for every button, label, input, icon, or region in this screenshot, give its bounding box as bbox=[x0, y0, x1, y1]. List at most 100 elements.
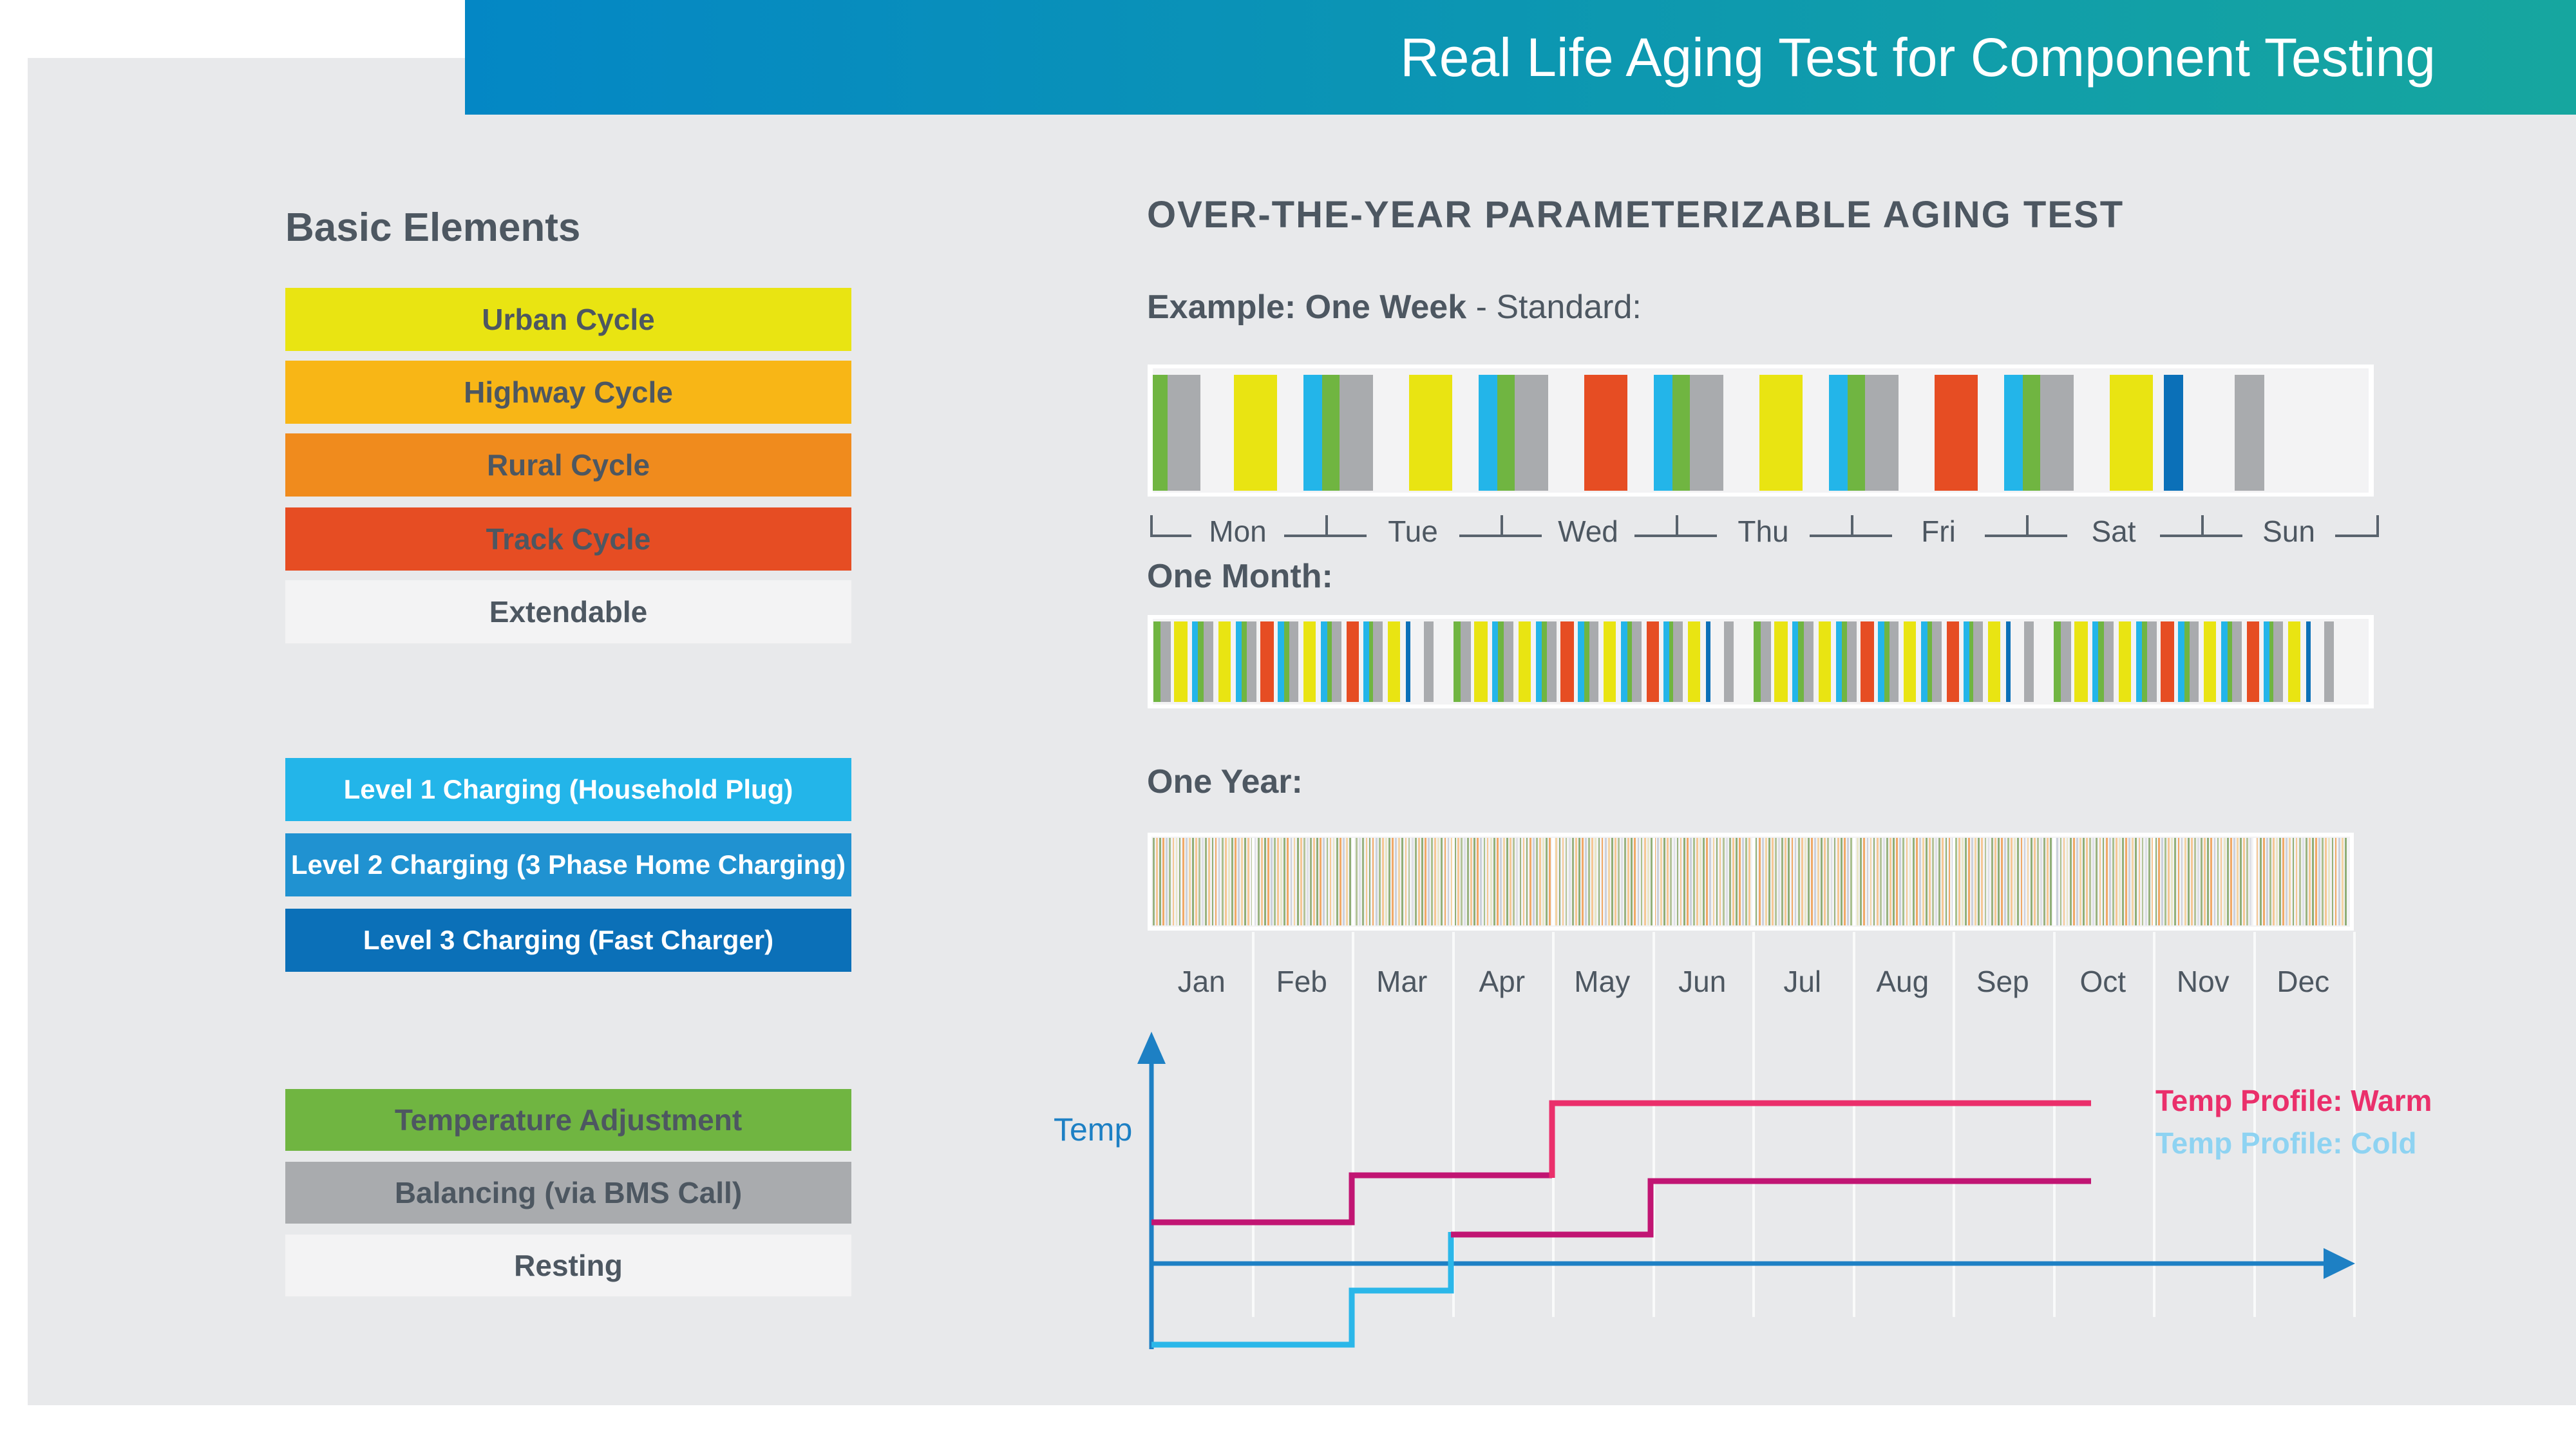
year-bar bbox=[1401, 838, 1404, 925]
month-bar bbox=[1461, 621, 1471, 702]
year-bar bbox=[1866, 838, 1869, 925]
year-bar bbox=[1978, 838, 1980, 925]
week-bar bbox=[1865, 375, 1899, 491]
week-bar bbox=[1584, 375, 1627, 491]
year-bar bbox=[1906, 838, 1908, 925]
month-bar bbox=[1947, 621, 1959, 702]
year-bar bbox=[2000, 838, 2003, 925]
week-axis-tick bbox=[2026, 515, 2029, 537]
year-bar bbox=[1961, 838, 1964, 925]
year-bar bbox=[1208, 838, 1211, 925]
year-bar bbox=[1349, 838, 1351, 925]
year-bar bbox=[1195, 838, 1197, 925]
year-bar bbox=[1942, 838, 1944, 925]
year-bar bbox=[1994, 838, 1996, 925]
year-bar bbox=[1417, 838, 1420, 925]
year-bar bbox=[1870, 838, 1872, 925]
week-bar bbox=[1153, 375, 1168, 491]
year-bar bbox=[2318, 838, 2321, 925]
one-month-label: One Month: bbox=[1147, 558, 1333, 595]
year-bar bbox=[2092, 838, 2095, 925]
year-bar bbox=[2174, 838, 2177, 925]
year-bar bbox=[1480, 838, 1482, 925]
year-bar bbox=[1549, 838, 1551, 925]
bar-label: Level 2 Charging (3 Phase Home Charging) bbox=[290, 849, 846, 880]
year-month-separator bbox=[1852, 838, 1855, 925]
year-bar bbox=[1153, 838, 1155, 925]
month-bar bbox=[1547, 621, 1557, 702]
bar-resting: Resting bbox=[285, 1235, 851, 1296]
year-bar bbox=[2276, 838, 2278, 925]
year-month-separator bbox=[1552, 838, 1555, 925]
year-bar bbox=[1965, 838, 1967, 925]
month-bar bbox=[1847, 621, 1857, 702]
year-bar bbox=[1640, 838, 1643, 925]
year-bar bbox=[2230, 838, 2232, 925]
year-month-separator bbox=[1452, 838, 1455, 925]
month-bar bbox=[2184, 621, 2190, 702]
year-bar bbox=[2292, 838, 2295, 925]
time-x-axis-arrow bbox=[2324, 1248, 2355, 1279]
year-bar bbox=[1722, 838, 1725, 925]
year-bar bbox=[2063, 838, 2065, 925]
year-bar bbox=[1775, 838, 1777, 925]
week-bar bbox=[2023, 375, 2040, 491]
year-bar bbox=[1804, 838, 1806, 925]
year-bar bbox=[2083, 838, 2085, 925]
week-axis-tick bbox=[2201, 515, 2204, 537]
year-bar bbox=[1621, 838, 1623, 925]
year-bar bbox=[1365, 838, 1368, 925]
month-bar bbox=[2264, 621, 2269, 702]
month-label-jun: Jun bbox=[1678, 965, 1727, 998]
year-bar bbox=[1414, 838, 1417, 925]
year-bar bbox=[1706, 838, 1709, 925]
year-bar bbox=[1575, 838, 1577, 925]
year-bar bbox=[1728, 838, 1731, 925]
month-bar bbox=[1388, 621, 1400, 702]
year-bar bbox=[1522, 838, 1525, 925]
year-bar bbox=[1568, 838, 1571, 925]
month-bar bbox=[1754, 621, 1761, 702]
year-bar bbox=[1821, 838, 1823, 925]
year-bar bbox=[1437, 838, 1440, 925]
month-bar bbox=[1724, 621, 1734, 702]
year-bar bbox=[1781, 838, 1784, 925]
grid-line bbox=[1652, 932, 1655, 1317]
one-year-strip-background bbox=[1151, 837, 2350, 927]
year-bar bbox=[2338, 838, 2340, 925]
year-bar bbox=[2158, 838, 2160, 925]
year-bar bbox=[1660, 838, 1662, 925]
year-bar bbox=[1860, 838, 1862, 925]
year-bar bbox=[1650, 838, 1653, 925]
year-bar bbox=[1634, 838, 1636, 925]
year-bar bbox=[1235, 838, 1236, 925]
year-bar bbox=[1283, 838, 1286, 925]
year-bar bbox=[1496, 838, 1499, 925]
year-bar bbox=[2243, 838, 2246, 925]
month-bar bbox=[1706, 621, 1710, 702]
week-bar bbox=[1303, 375, 1322, 491]
year-bar bbox=[1968, 838, 1970, 925]
year-bar bbox=[1843, 838, 1846, 925]
year-bar bbox=[1601, 838, 1604, 925]
year-bar bbox=[1709, 838, 1712, 925]
year-month-separator bbox=[1352, 838, 1354, 925]
year-month-separator bbox=[1652, 838, 1655, 925]
month-bar bbox=[1884, 621, 1889, 702]
year-bar bbox=[1850, 838, 1852, 925]
year-bar bbox=[1935, 838, 1938, 925]
year-bar bbox=[1618, 838, 1620, 925]
year-bar bbox=[2023, 838, 2026, 925]
month-bar bbox=[2092, 621, 2098, 702]
year-bar bbox=[2132, 838, 2134, 925]
month-bar bbox=[1542, 621, 1547, 702]
year-month-separator bbox=[2153, 838, 2155, 925]
year-bar bbox=[1477, 838, 1479, 925]
year-bar bbox=[1791, 838, 1794, 925]
year-bar bbox=[2135, 838, 2137, 925]
year-bar bbox=[1241, 838, 1244, 925]
year-bar bbox=[1218, 838, 1220, 925]
week-axis-tick bbox=[2376, 515, 2379, 537]
warm-profile-peak-line bbox=[1549, 1100, 2091, 1178]
